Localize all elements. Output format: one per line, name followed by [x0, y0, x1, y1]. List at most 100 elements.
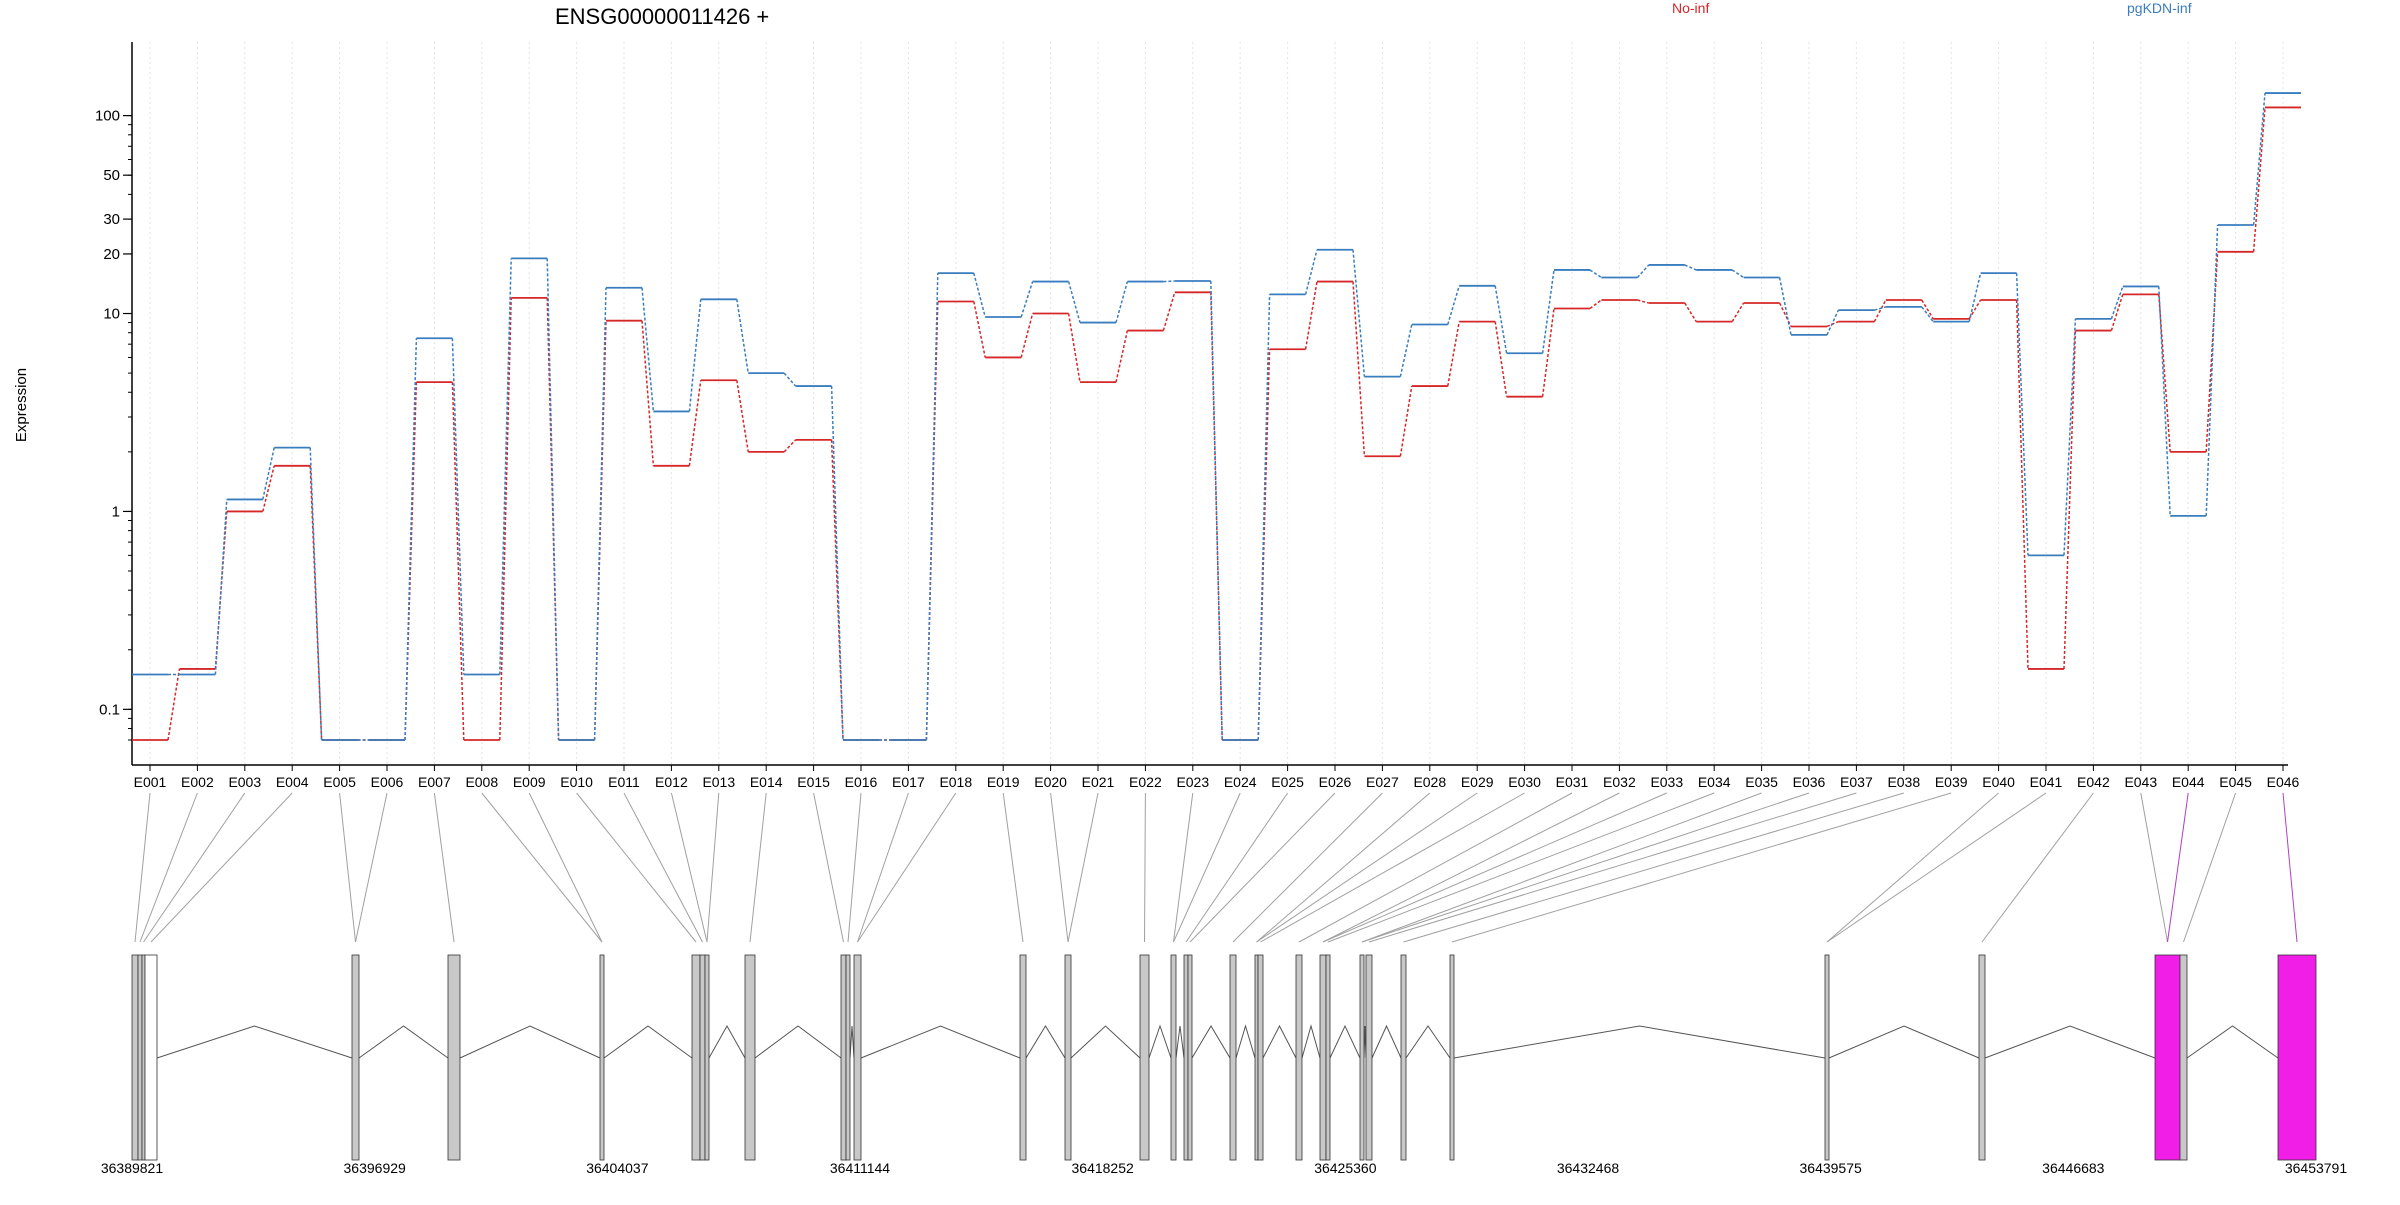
- exon-label-e033: E033: [1650, 774, 1683, 790]
- exon-label-e030: E030: [1508, 774, 1541, 790]
- series-connector: [1637, 299, 1649, 304]
- series-connector: [2063, 318, 2077, 556]
- series-connector: [499, 258, 512, 675]
- series-connector: [2110, 286, 2124, 320]
- exon-connector: [2167, 792, 2189, 943]
- exon-connector: [1002, 792, 1024, 943]
- exon-connector: [1232, 792, 1383, 943]
- series-connector: [1921, 306, 1934, 323]
- exon-label-e021: E021: [1082, 774, 1115, 790]
- series-connector: [2158, 286, 2171, 516]
- series-connector: [1684, 302, 1697, 323]
- exon-connector: [1050, 792, 1069, 943]
- series-connector: [641, 320, 655, 466]
- series-connector: [1636, 264, 1650, 279]
- series-connector: [736, 380, 749, 452]
- series-connector: [2063, 330, 2077, 669]
- series-connector: [2252, 107, 2266, 252]
- exon-label-e039: E039: [1935, 774, 1968, 790]
- exon-label-e026: E026: [1319, 774, 1352, 790]
- exon-box: [1978, 954, 1986, 1161]
- exon-box-highlighted: [2154, 954, 2181, 1161]
- exon-connector: [1403, 792, 1904, 943]
- exon-box: [599, 954, 605, 1161]
- intron-line: [1262, 1024, 1297, 1059]
- exon-connector: [857, 792, 957, 943]
- intron-line: [156, 1025, 353, 1059]
- exon-connector: [670, 792, 708, 943]
- series-connector: [1067, 281, 1081, 323]
- exon-box: [1187, 954, 1193, 1161]
- intron-line: [2186, 1025, 2279, 1059]
- exon-box: [1019, 954, 1027, 1161]
- coord-label: 36411144: [830, 1160, 890, 1176]
- series-connector: [736, 299, 749, 374]
- exon-label-e004: E004: [276, 774, 309, 790]
- series-connector: [2015, 300, 2029, 669]
- exon-box: [1400, 954, 1407, 1161]
- intron-line: [358, 1025, 449, 1059]
- exon-label-e009: E009: [513, 774, 546, 790]
- exon-box: [1183, 954, 1189, 1161]
- exon-label-e006: E006: [371, 774, 404, 790]
- exon-label-e038: E038: [1887, 774, 1920, 790]
- series-connector: [1304, 281, 1318, 350]
- exon-label-e024: E024: [1224, 774, 1257, 790]
- exon-label-e008: E008: [465, 774, 498, 790]
- series-connector: [2158, 294, 2171, 452]
- series-connector: [1921, 299, 1934, 320]
- exon-box: [691, 954, 701, 1161]
- exon-connector: [2140, 792, 2168, 943]
- series-connector: [2252, 92, 2266, 226]
- series-connector: [1447, 285, 1460, 325]
- exon-label-e014: E014: [750, 774, 783, 790]
- exon-connector: [134, 792, 151, 943]
- series-connector: [1399, 324, 1413, 377]
- series-connector: [1210, 280, 1223, 741]
- series-connector: [2110, 294, 2124, 331]
- exon-connector: [1298, 792, 1573, 943]
- exon-box: [1359, 954, 1365, 1161]
- series-connector: [688, 299, 702, 412]
- exon-label-e002: E002: [181, 774, 214, 790]
- exon-connector: [150, 792, 293, 943]
- exon-connector: [1451, 792, 1952, 943]
- exon-label-e016: E016: [845, 774, 878, 790]
- exon-connector: [1826, 792, 2047, 943]
- exon-label-e005: E005: [323, 774, 356, 790]
- exon-box: [744, 954, 756, 1161]
- series-connector: [404, 382, 418, 741]
- exon-label-e037: E037: [1840, 774, 1873, 790]
- exon-box: [699, 954, 706, 1161]
- coord-label: 36389821: [101, 1160, 164, 1176]
- series-connector: [1494, 285, 1508, 354]
- series-connector: [925, 273, 939, 741]
- exon-connector: [1322, 792, 1620, 943]
- exon-box: [1295, 954, 1303, 1161]
- exon-box: [1229, 954, 1237, 1161]
- exon-box: [1449, 954, 1455, 1161]
- series-connector: [830, 386, 844, 741]
- coord-label: 36404037: [586, 1160, 649, 1176]
- exon-box: [2179, 954, 2188, 1161]
- series-connector: [1352, 249, 1366, 377]
- series-connector: [451, 382, 465, 741]
- series-connector: [830, 439, 844, 741]
- exon-connector: [1256, 792, 1478, 943]
- y-tick-label: 0.1: [99, 701, 120, 718]
- exon-connector: [813, 792, 844, 943]
- exon-box: [1139, 954, 1150, 1161]
- y-tick-label: 20: [103, 246, 120, 263]
- series-connector: [1447, 321, 1460, 387]
- exon-label-e035: E035: [1745, 774, 1778, 790]
- series-connector: [2205, 224, 2219, 516]
- series-connector: [783, 439, 797, 453]
- intron-line: [603, 1025, 693, 1059]
- exon-labels: E001 E002 E003 E004 E005 E006 E007 E008 E009 E010…: [134, 765, 2300, 790]
- exon-connector: [1067, 792, 1099, 943]
- exon-box: [1257, 954, 1264, 1161]
- series-connector: [1494, 321, 1508, 397]
- series-connector: [1020, 313, 1034, 358]
- coord-label: 36418252: [1072, 1160, 1135, 1176]
- series-connector: [1304, 249, 1318, 295]
